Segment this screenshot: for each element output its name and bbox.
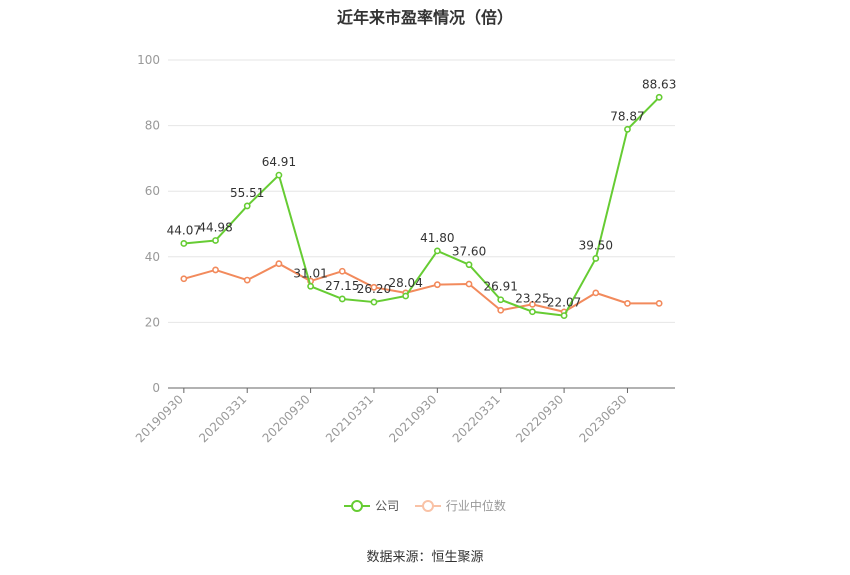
series-0-point-7: [402, 292, 410, 300]
series-1-point-6: [370, 283, 378, 291]
legend-swatch-company: [344, 499, 371, 513]
series-0-point-11: [529, 308, 536, 316]
x-tick-label-20210930: 20210930: [386, 392, 439, 445]
series-0-point-1: [212, 237, 219, 244]
legend-swatch-industry-median: [414, 499, 441, 513]
series-0-point-8: [433, 247, 441, 255]
legend-label-company: 公司: [375, 499, 400, 513]
legend-item-industry-median[interactable]: 行业中位数: [414, 497, 506, 514]
series-1-point-8: [433, 281, 441, 289]
data-source: 数据来源：恒生聚源: [366, 550, 484, 565]
legend-label-industry-median: 行业中位数: [445, 499, 506, 513]
series-0-point-15: [655, 93, 663, 101]
data-label-12: 22.07: [547, 296, 581, 310]
series-0-point-0: [180, 240, 188, 247]
series-0-point-3: [275, 171, 283, 179]
y-tick-label-20: 20: [145, 315, 160, 329]
series-1-point-13: [592, 289, 600, 297]
y-tick-label-100: 100: [137, 53, 160, 67]
data-label-6: 26.20: [357, 282, 391, 296]
series-0-point-14: [624, 125, 631, 133]
series-0-point-2: [243, 202, 251, 210]
x-tick-label-20200331: 20200331: [196, 392, 249, 445]
legend-item-company[interactable]: 公司: [344, 497, 399, 514]
data-label-1: 44.98: [198, 220, 232, 234]
data-label-5: 27.15: [325, 279, 359, 293]
series-1-point-9: [465, 280, 473, 288]
y-tick-label-60: 60: [145, 184, 160, 198]
data-label-10: 26.91: [484, 280, 518, 294]
y-tick-label-40: 40: [145, 250, 160, 264]
data-label-8: 41.80: [420, 231, 454, 245]
series-1-point-14: [624, 299, 631, 307]
series-1-point-0: [180, 275, 188, 283]
series-0-point-6: [370, 298, 378, 306]
series-1-point-3: [275, 260, 283, 268]
chart-title: 近年来市盈率情况（倍）: [336, 8, 513, 27]
series-1-point-2: [243, 276, 251, 284]
x-tick-label-20190930: 20190930: [133, 392, 186, 445]
y-tick-label-80: 80: [145, 119, 160, 133]
x-tick-label-20200930: 20200930: [260, 392, 313, 445]
series-0-point-4: [307, 282, 314, 290]
series-line-1: [183, 262, 660, 313]
data-label-2: 55.51: [230, 186, 264, 200]
data-label-15: 88.63: [642, 77, 676, 91]
series-0-point-9: [465, 261, 473, 269]
series-1-point-1: [212, 266, 219, 274]
x-tick-label-20220930: 20220930: [513, 392, 566, 445]
series-1-point-15: [655, 299, 663, 307]
data-label-14: 78.87: [610, 109, 644, 123]
data-label-4: 31.01: [293, 266, 327, 280]
x-tick-label-20220331: 20220331: [450, 392, 503, 445]
series-line-0: [183, 96, 660, 317]
x-tick-label-20230630: 20230630: [577, 392, 630, 445]
legend: 公司 行业中位数: [0, 497, 850, 516]
series-0-point-5: [338, 295, 346, 303]
series-0-point-12: [560, 312, 568, 320]
data-label-9: 37.60: [452, 245, 486, 259]
data-label-11: 23.25: [515, 292, 549, 306]
y-tick-label-0: 0: [152, 381, 160, 395]
data-label-3: 64.91: [262, 155, 296, 169]
data-label-0: 44.07: [167, 223, 201, 237]
series-1-point-10: [497, 306, 505, 314]
series-0-point-10: [497, 296, 505, 304]
series-1-point-11: [529, 300, 536, 308]
data-label-13: 39.50: [579, 238, 613, 252]
x-tick-label-20210331: 20210331: [323, 392, 376, 445]
data-label-7: 28.04: [388, 276, 422, 290]
series-0-point-13: [592, 255, 600, 262]
series-1-point-5: [338, 267, 346, 275]
